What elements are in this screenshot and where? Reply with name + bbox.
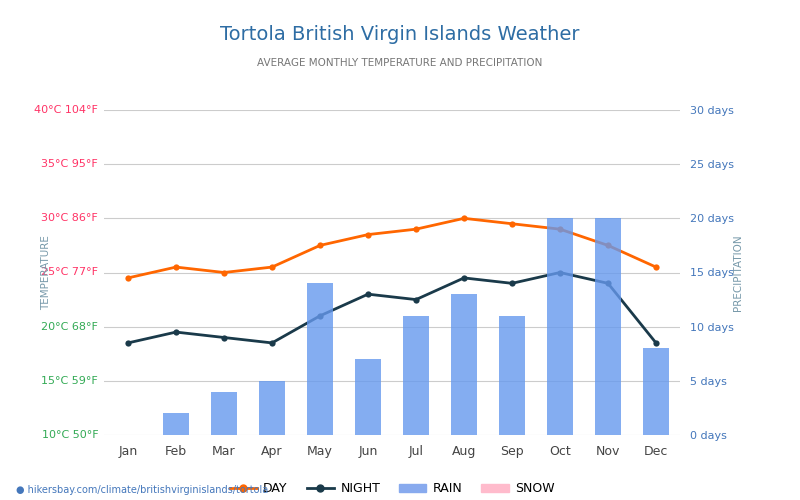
Bar (354, 359, 381, 435)
Bar (594, 218, 622, 435)
Bar (259, 381, 286, 435)
Bar (307, 284, 334, 435)
Bar (211, 392, 238, 435)
Text: Tortola British Virgin Islands Weather: Tortola British Virgin Islands Weather (220, 26, 580, 44)
Bar (499, 316, 526, 435)
Text: PRECIPITATION: PRECIPITATION (733, 234, 742, 311)
Legend: DAY, NIGHT, RAIN, SNOW: DAY, NIGHT, RAIN, SNOW (225, 477, 559, 500)
Text: 25°C 77°F: 25°C 77°F (42, 268, 98, 278)
Text: 35°C 95°F: 35°C 95°F (42, 159, 98, 169)
Bar (547, 218, 573, 435)
Text: AVERAGE MONTHLY TEMPERATURE AND PRECIPITATION: AVERAGE MONTHLY TEMPERATURE AND PRECIPIT… (258, 58, 542, 68)
Bar (402, 316, 429, 435)
Bar (163, 414, 190, 435)
Bar (451, 294, 477, 435)
Text: 15°C 59°F: 15°C 59°F (42, 376, 98, 386)
Text: TEMPERATURE: TEMPERATURE (42, 235, 51, 310)
Text: ● hikersbay.com/climate/britishvirginislands/tortola: ● hikersbay.com/climate/britishvirginisl… (16, 485, 268, 495)
Text: 10°C 50°F: 10°C 50°F (42, 430, 98, 440)
Text: 30°C 86°F: 30°C 86°F (42, 214, 98, 224)
Bar (643, 348, 669, 435)
Text: 20°C 68°F: 20°C 68°F (42, 322, 98, 332)
Text: 40°C 104°F: 40°C 104°F (34, 105, 98, 115)
